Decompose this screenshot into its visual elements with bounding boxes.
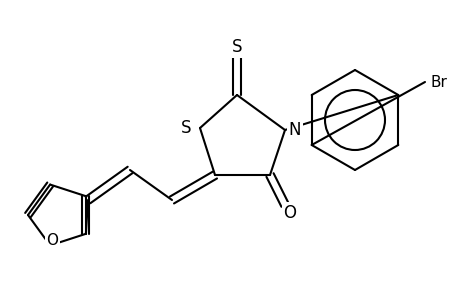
Text: O: O xyxy=(46,233,58,248)
Text: O: O xyxy=(283,204,296,222)
Text: N: N xyxy=(288,121,301,139)
Text: Br: Br xyxy=(430,74,447,89)
Text: S: S xyxy=(180,119,191,137)
Text: S: S xyxy=(231,38,242,56)
